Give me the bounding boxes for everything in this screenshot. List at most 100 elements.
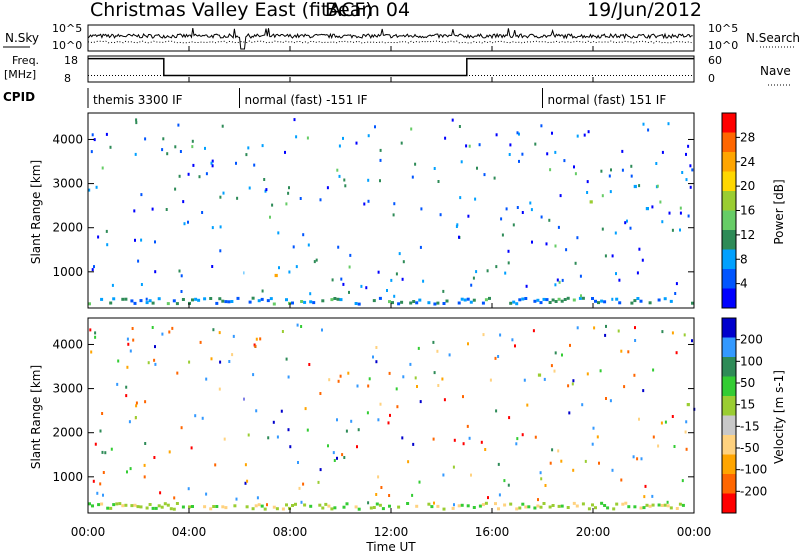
range-gate-cell <box>615 272 617 276</box>
range-gate-cell <box>659 200 662 204</box>
range-gate-cell <box>157 504 161 508</box>
xlabel: Time UT <box>365 540 416 554</box>
range-gate-cell <box>251 507 255 511</box>
nsky-trace <box>87 28 693 50</box>
range-gate-cell <box>288 186 290 190</box>
range-gate-cell <box>548 301 552 304</box>
range-gate-cell <box>639 506 643 510</box>
range-gate-cell <box>400 141 403 145</box>
range-gate-cell <box>94 331 97 335</box>
range-gate-cell <box>280 409 283 413</box>
range-gate-cell <box>525 284 528 288</box>
range-gate-cell <box>191 139 194 143</box>
range-gate-cell <box>101 166 104 170</box>
range-gate-cell <box>101 450 104 454</box>
range-gate-cell <box>253 163 256 167</box>
range-gate-cell <box>483 173 486 177</box>
colorbar-tick-label: 24 <box>740 155 755 169</box>
y-tick-label: 1000 <box>52 265 83 279</box>
range-gate-cell <box>419 245 422 249</box>
range-gate-cell <box>266 299 270 303</box>
range-gate-cell <box>293 118 296 122</box>
range-gate-cell <box>367 501 370 505</box>
range-gate-cell <box>636 457 639 461</box>
range-gate-cell <box>173 496 176 500</box>
range-gate-cell <box>251 296 255 300</box>
range-gate-cell <box>154 240 156 244</box>
nsky-label: N.Sky <box>5 31 39 45</box>
range-gate-cell <box>245 153 248 157</box>
range-gate-cell <box>312 301 316 305</box>
range-gate-cell <box>171 326 174 330</box>
range-gate-cell <box>174 187 177 191</box>
range-gate-cell <box>257 503 261 507</box>
range-gate-cell <box>445 299 449 303</box>
range-gate-cell <box>272 302 276 306</box>
range-gate-cell <box>212 505 216 508</box>
range-gate-cell <box>333 297 337 300</box>
range-gate-cell <box>106 243 109 247</box>
range-gate-cell <box>288 270 291 274</box>
colorbar-segment <box>722 269 736 289</box>
range-gate-cell <box>218 297 222 301</box>
range-gate-cell <box>130 299 134 303</box>
range-gate-cell <box>507 483 510 487</box>
range-gate-cell <box>309 300 313 304</box>
range-gate-cell <box>603 504 607 507</box>
range-gate-cell <box>194 297 198 301</box>
range-gate-cell <box>160 505 164 509</box>
range-gate-cell <box>168 330 171 334</box>
range-gate-cell <box>254 344 257 348</box>
range-gate-cell <box>586 191 589 194</box>
range-gate-cell <box>657 444 660 448</box>
range-gate-cell <box>348 290 350 294</box>
range-gate-cell <box>181 298 185 301</box>
colorbar-segment <box>722 415 736 435</box>
nave-tick-high: 60 <box>708 54 722 67</box>
range-gate-cell <box>401 436 404 440</box>
range-gate-cell <box>287 191 290 195</box>
range-gate-cell <box>88 302 91 306</box>
range-gate-cell <box>561 278 564 282</box>
range-gate-cell <box>259 337 262 341</box>
range-gate-cell <box>480 440 483 444</box>
range-gate-cell <box>527 505 531 509</box>
range-gate-cell <box>478 143 481 147</box>
range-gate-cell <box>572 298 576 302</box>
range-gate-cell <box>380 486 383 489</box>
range-gate-cell <box>327 504 331 508</box>
range-gate-cell <box>487 496 489 500</box>
range-gate-cell <box>581 296 585 300</box>
range-gate-cell <box>481 301 485 305</box>
range-gate-cell <box>661 150 664 154</box>
range-gate-cell <box>387 421 390 425</box>
range-gate-cell <box>344 184 347 188</box>
range-gate-cell <box>374 125 376 129</box>
range-gate-cell <box>620 478 623 482</box>
range-gate-cell <box>148 299 152 303</box>
range-gate-cell <box>157 297 161 301</box>
range-gate-cell <box>117 359 120 363</box>
range-gate-cell <box>144 137 147 141</box>
x-tick-label: 20:00 <box>576 525 611 539</box>
range-gate-cell <box>409 362 412 366</box>
range-gate-cell <box>557 504 561 508</box>
range-gate-cell <box>430 505 434 509</box>
range-gate-cell <box>94 335 97 339</box>
range-gate-cell <box>603 300 607 304</box>
range-gate-cell <box>402 375 405 379</box>
range-gate-cell <box>131 327 134 330</box>
x-tick-label: 00:00 <box>677 525 712 539</box>
range-gate-cell <box>340 277 343 281</box>
range-gate-cell <box>269 215 271 219</box>
range-gate-cell <box>224 300 228 304</box>
nsky-tick-high: 10^5 <box>52 22 82 35</box>
range-gate-cell <box>215 505 219 508</box>
range-gate-cell <box>584 459 587 463</box>
range-gate-cell <box>287 375 290 379</box>
range-gate-cell <box>106 506 110 510</box>
range-gate-cell <box>378 296 382 300</box>
range-gate-cell <box>611 254 614 258</box>
range-gate-cell <box>417 346 420 350</box>
range-gate-cell <box>260 297 264 301</box>
